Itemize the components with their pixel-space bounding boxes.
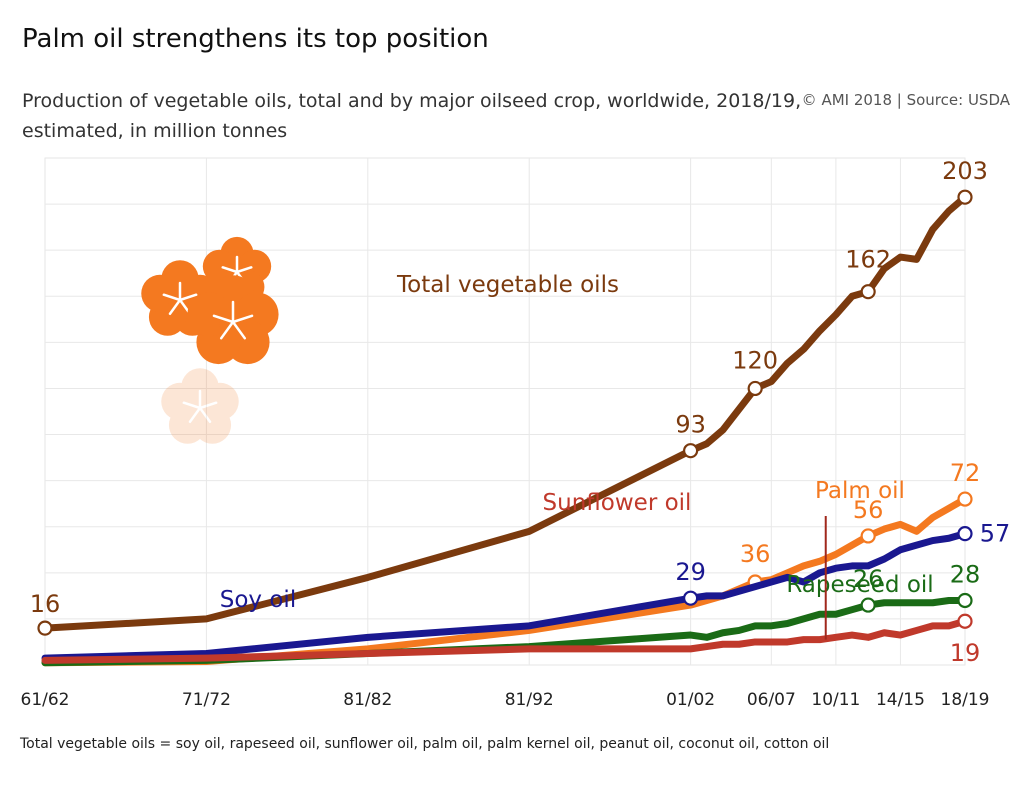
x-tick-label: 01/02 [666, 690, 715, 710]
data-point-marker [683, 590, 699, 606]
series-name-label: Palm oil [815, 478, 905, 504]
data-point-marker [957, 189, 973, 205]
value-label: 29 [675, 558, 706, 586]
series-line-0 [41, 193, 969, 632]
data-point-marker [957, 526, 973, 542]
value-label: 93 [675, 411, 706, 439]
x-tick-label: 71/72 [182, 690, 231, 710]
x-tick-label: 81/82 [343, 690, 392, 710]
data-point-marker [957, 613, 973, 629]
x-tick-label: 06/07 [747, 690, 796, 710]
x-tick-label: 10/11 [811, 690, 860, 710]
value-label: 19 [950, 639, 981, 667]
data-point-marker [860, 528, 876, 544]
source-credit: © AMI 2018 | Source: USDA [801, 91, 1010, 109]
hibiscus-reflection [161, 368, 239, 444]
value-label: 36 [740, 540, 771, 568]
series-lines [37, 189, 973, 667]
chart-title: Palm oil strengthens its top position [22, 24, 489, 54]
data-point-marker [860, 597, 876, 613]
value-label: 162 [845, 246, 891, 274]
data-point-marker [957, 592, 973, 609]
footnote: Total vegetable oils = soy oil, rapeseed… [20, 736, 830, 752]
series-name-label: Rapeseed oil [786, 572, 933, 598]
value-label: 16 [30, 590, 61, 618]
series-line-2 [41, 530, 969, 662]
value-labels: 16 93 120 162 203 36 56 72 29 57 26 28 19 Total veget… [30, 157, 1011, 667]
x-tick-label: 81/92 [505, 690, 554, 710]
hibiscus-flower-icon [141, 236, 279, 444]
data-point-marker [683, 443, 699, 459]
data-point-marker [860, 284, 876, 300]
value-label: 56 [853, 496, 884, 524]
series-line-4 [41, 617, 969, 664]
x-tick-label: 61/62 [21, 690, 70, 710]
x-tick-label: 14/15 [876, 690, 925, 710]
series-name-label: Sunflower oil [543, 490, 692, 516]
value-label: 203 [942, 157, 988, 185]
value-label: 72 [950, 459, 981, 487]
data-point-marker [37, 620, 53, 636]
value-label: 28 [950, 560, 981, 588]
value-label: 26 [853, 565, 884, 593]
series-line-1 [41, 495, 969, 667]
x-tick-label: 18/19 [941, 690, 990, 710]
value-label: 57 [980, 520, 1011, 548]
data-point-marker [957, 491, 973, 507]
data-point-marker [747, 380, 763, 397]
series-line-3 [41, 596, 969, 667]
series-name-label: Soy oil [220, 587, 296, 613]
series-name-label: Total vegetable oils [396, 272, 619, 298]
value-label: 120 [732, 346, 778, 374]
hibiscus-petal-cluster [187, 275, 279, 365]
x-axis-ticks: 61/62 71/72 81/82 81/92 01/02 06/07 10/11 14/15… [21, 690, 990, 710]
chart-subtitle: Production of vegetable oils, total and … [22, 90, 802, 142]
